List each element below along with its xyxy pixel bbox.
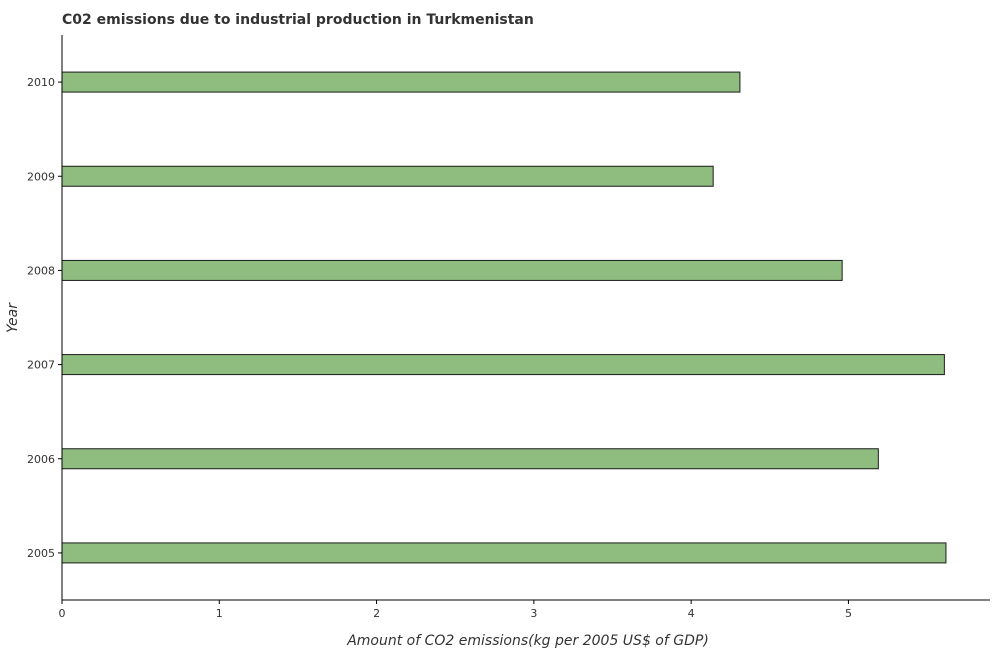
x-tick-label: 4: [688, 607, 695, 620]
x-tick-label: 0: [59, 607, 66, 620]
x-axis-label: Amount of CO2 emissions(kg per 2005 US$ …: [346, 633, 709, 649]
y-tick-label: 2006: [27, 453, 55, 466]
y-tick-label: 2005: [27, 547, 55, 560]
x-tick-label: 1: [216, 607, 223, 620]
y-axis-label: Year: [5, 302, 21, 333]
y-tick-label: 2007: [27, 359, 55, 372]
chart-title: C02 emissions due to industrial producti…: [62, 12, 534, 28]
x-tick-label: 5: [845, 607, 852, 620]
bar-2006: [61, 448, 879, 470]
bar-2010: [61, 71, 741, 93]
y-tick-label: 2008: [27, 264, 55, 277]
x-tick-label: 3: [530, 607, 537, 620]
bar-2009: [61, 165, 714, 187]
plot-area: [61, 71, 947, 564]
y-tick-label: 2009: [27, 170, 55, 183]
bar-2005: [61, 542, 947, 564]
bar-2008: [61, 259, 843, 281]
bar-2007: [61, 354, 945, 376]
y-axis-ticks: 2005 2006 2007 2008 2009 2010: [27, 76, 62, 560]
y-tick-label: 2010: [27, 76, 55, 89]
x-axis-ticks: 0 1 2 3 4 5: [59, 600, 852, 620]
x-tick-label: 2: [373, 607, 380, 620]
